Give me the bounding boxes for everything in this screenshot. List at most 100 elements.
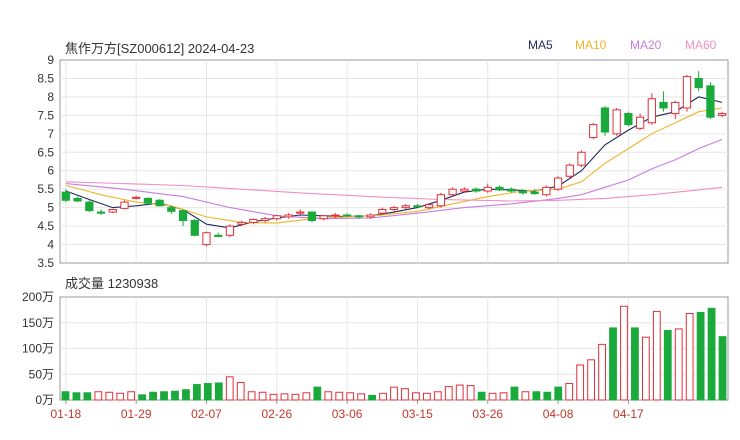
volume-bar [138, 394, 147, 401]
volume-bar [521, 391, 530, 401]
volume-bar [346, 392, 355, 401]
candle-body [284, 214, 293, 218]
candle-body [237, 221, 246, 225]
volume-y-tick: 150万 [22, 316, 54, 330]
price-y-tick: 9 [47, 53, 54, 67]
volume-bar [116, 392, 125, 401]
ma-line-ma10 [65, 107, 723, 224]
candle-body [120, 201, 129, 209]
candle-body [61, 191, 70, 201]
volume-bar [499, 392, 508, 401]
candle-body [589, 124, 598, 139]
volume-bar [685, 312, 694, 401]
volume-bar [236, 381, 245, 401]
candle-body [96, 211, 106, 214]
volume-bar [127, 391, 136, 401]
volume-bar [696, 311, 705, 401]
candle-body [518, 190, 528, 194]
volume-bar [576, 364, 585, 401]
volume-bar [269, 393, 278, 401]
legend-ma60: MA60 [685, 38, 717, 52]
candle-body [108, 208, 117, 213]
volume-bar [313, 386, 322, 401]
volume-bar [466, 385, 475, 401]
chart-title: 焦作万方[SZ000612] 2024-04-23 [65, 41, 255, 56]
candle-body [225, 225, 235, 236]
candle-body [167, 207, 176, 212]
volume-bar [609, 327, 617, 401]
volume-bar [149, 391, 157, 401]
candle-body [85, 201, 94, 212]
ma-line-ma60 [65, 181, 723, 202]
candle-body [249, 218, 258, 223]
candle-body [319, 215, 328, 220]
volume-bar [477, 391, 486, 401]
candle-body [565, 164, 574, 177]
candle-body [132, 196, 141, 199]
candle-body [342, 214, 352, 217]
candle-body [296, 211, 305, 214]
candle-body [659, 101, 668, 109]
volume-bar [663, 329, 672, 401]
volume-y-tick: 50万 [29, 367, 54, 381]
date-tick-label: 04-17 [613, 407, 644, 421]
date-tick-label: 01-29 [121, 407, 152, 421]
volume-bar [214, 382, 223, 401]
volume-bar [280, 393, 289, 401]
price-y-tick: 3.5 [37, 256, 54, 270]
candle-body [530, 191, 539, 195]
price-y-tick: 6 [47, 164, 54, 178]
candle-body [542, 186, 551, 196]
volume-bar [707, 307, 716, 401]
volume-bar [379, 392, 387, 401]
candle-body [389, 207, 399, 210]
volume-title: 成交量 1230938 [65, 276, 159, 291]
legend-ma10: MA10 [575, 38, 607, 52]
volume-y-tick: 200万 [22, 290, 54, 304]
volume-bar [444, 386, 453, 401]
candle-body [331, 214, 340, 217]
price-y-tick: 5 [47, 201, 54, 215]
price-plot-frame [59, 59, 729, 264]
candle-body [448, 188, 457, 196]
date-tick-label: 04-08 [543, 407, 574, 421]
date-tick-label: 03-15 [402, 407, 433, 421]
candle-body [143, 197, 153, 204]
volume-bar [433, 391, 442, 401]
volume-bar [455, 384, 464, 401]
volume-bar [543, 391, 552, 401]
volume-bar [554, 386, 563, 401]
candle-body [460, 188, 469, 192]
candle-body [706, 85, 715, 118]
volume-bar [422, 392, 431, 401]
candle-body [307, 211, 317, 222]
candle-body [202, 232, 211, 246]
candle-body [378, 208, 387, 214]
price-y-tick: 4.5 [37, 219, 54, 233]
volume-bar [160, 391, 168, 401]
candle-body [577, 151, 586, 166]
volume-bar [631, 327, 639, 401]
volume-y-tick: 100万 [22, 342, 54, 356]
candle-body [436, 194, 446, 207]
candle-body [425, 204, 434, 209]
volume-bar [488, 392, 497, 401]
candle-body [366, 214, 375, 218]
volume-bar [620, 305, 628, 401]
candle-body [354, 215, 363, 218]
candle-body [553, 177, 563, 190]
volume-bar [718, 336, 727, 401]
price-y-tick: 7 [47, 127, 54, 141]
volume-bar [291, 393, 300, 401]
date-tick-label: 02-26 [261, 407, 292, 421]
volume-bar [225, 376, 234, 401]
volume-bar [510, 386, 519, 401]
volume-bar [203, 383, 212, 401]
candle-body [178, 210, 188, 222]
volume-bar [324, 391, 333, 401]
candle-body [694, 77, 703, 89]
candle-body [495, 186, 504, 191]
candle-body [272, 215, 281, 220]
volume-bar [412, 392, 420, 401]
